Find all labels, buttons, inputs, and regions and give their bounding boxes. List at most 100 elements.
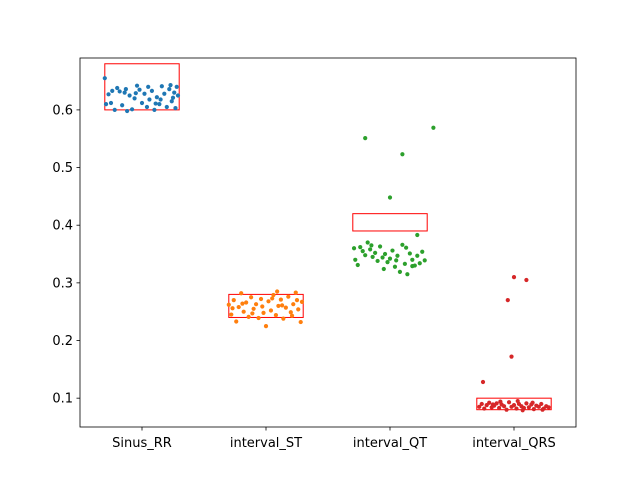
point-interval-qrs — [530, 400, 535, 405]
point-interval-st — [234, 319, 239, 324]
point-sinus-rr — [149, 88, 155, 93]
point-interval-qt — [431, 125, 436, 130]
point-interval-qt — [420, 249, 425, 254]
point-sinus-rr — [159, 84, 164, 89]
point-interval-qt — [387, 256, 393, 261]
point-interval-st — [293, 290, 298, 295]
point-interval-qt — [377, 244, 383, 249]
range-box-sinus-rr — [104, 63, 180, 111]
point-interval-qt — [373, 250, 378, 255]
point-interval-st — [246, 314, 251, 319]
point-interval-st — [283, 305, 288, 310]
point-interval-qrs — [494, 401, 499, 406]
point-sinus-rr — [125, 108, 130, 114]
point-interval-st — [261, 310, 266, 315]
point-interval-st — [240, 301, 245, 306]
point-interval-qrs — [498, 399, 503, 404]
point-interval-st — [288, 310, 293, 315]
y-tick-label: 0.3 — [52, 276, 73, 291]
point-interval-qrs — [514, 406, 519, 411]
point-sinus-rr — [173, 106, 178, 111]
point-sinus-rr — [120, 103, 125, 108]
point-interval-st — [281, 316, 286, 321]
y-tick-label: 0.1 — [52, 392, 73, 407]
y-tick-label: 0.6 — [52, 103, 73, 118]
point-sinus-rr — [153, 101, 158, 106]
point-interval-qt — [394, 258, 399, 263]
point-interval-qt — [407, 251, 412, 256]
point-sinus-rr — [110, 88, 115, 93]
point-sinus-rr — [106, 92, 111, 97]
y-axis: 0.1 0.2 0.3 0.4 0.5 0.6 — [52, 103, 80, 407]
range-box-interval-qt — [352, 213, 428, 232]
point-interval-qt — [363, 253, 368, 258]
point-interval-qt — [375, 258, 380, 264]
point-interval-qt — [410, 257, 415, 262]
point-interval-st — [276, 303, 281, 309]
point-interval-st — [229, 312, 234, 317]
point-interval-st — [271, 292, 276, 298]
point-interval-qt — [380, 255, 385, 260]
point-interval-st — [239, 291, 244, 296]
point-sinus-rr — [102, 76, 107, 81]
point-interval-qt — [368, 247, 373, 252]
x-tick-label-sinus-rr: Sinus_RR — [112, 436, 172, 451]
point-interval-qt — [387, 195, 393, 200]
point-sinus-rr — [133, 91, 138, 96]
point-sinus-rr — [103, 102, 109, 107]
point-sinus-rr — [172, 90, 177, 95]
point-sinus-rr — [132, 96, 137, 101]
point-sinus-rr — [117, 89, 122, 94]
point-sinus-rr — [164, 104, 169, 110]
point-interval-qrs — [506, 400, 512, 405]
point-interval-st — [275, 289, 280, 294]
point-interval-qrs — [479, 401, 484, 407]
point-sinus-rr — [175, 93, 181, 98]
point-interval-qrs — [540, 407, 545, 412]
x-tick-label-interval-qrs: interval_QRS — [472, 436, 556, 451]
point-interval-qt — [422, 258, 427, 263]
point-interval-qrs — [509, 354, 514, 359]
point-interval-st — [278, 297, 283, 302]
point-sinus-rr — [174, 84, 179, 89]
point-interval-st — [299, 299, 305, 304]
point-interval-qrs — [487, 400, 492, 405]
point-interval-qt — [397, 269, 403, 275]
point-interval-qrs — [524, 401, 529, 406]
point-interval-st — [268, 308, 274, 313]
x-tick-label-interval-qt: interval_QT — [353, 436, 427, 451]
point-interval-qt — [417, 261, 422, 266]
x-tick-label-interval-st: interval_ST — [230, 436, 302, 451]
point-interval-qt — [400, 242, 405, 247]
point-interval-qt — [400, 152, 405, 157]
point-interval-qrs — [531, 407, 536, 412]
point-interval-qt — [365, 240, 370, 245]
point-interval-qt — [415, 253, 420, 258]
point-interval-qrs — [480, 379, 486, 385]
y-tick-label: 0.2 — [52, 334, 73, 349]
axes-frame — [79, 57, 577, 428]
point-interval-st — [251, 306, 256, 311]
point-sinus-rr — [123, 87, 128, 92]
point-interval-qrs — [520, 408, 525, 413]
point-interval-qrs — [477, 404, 482, 409]
point-interval-st — [296, 307, 301, 312]
point-sinus-rr — [134, 83, 140, 88]
point-interval-qrs — [490, 402, 496, 407]
point-interval-st — [286, 294, 291, 299]
point-sinus-rr — [137, 87, 142, 92]
point-sinus-rr — [154, 95, 159, 100]
point-interval-qt — [405, 272, 410, 277]
point-sinus-rr — [112, 107, 117, 112]
point-sinus-rr — [170, 95, 176, 100]
point-interval-st — [250, 311, 255, 316]
point-sinus-rr — [162, 91, 167, 96]
point-interval-qrs — [546, 405, 551, 410]
point-interval-st — [298, 319, 303, 325]
point-interval-qt — [404, 245, 409, 250]
point-sinus-rr — [169, 99, 174, 104]
point-sinus-rr — [168, 82, 173, 88]
point-interval-qt — [410, 264, 415, 269]
